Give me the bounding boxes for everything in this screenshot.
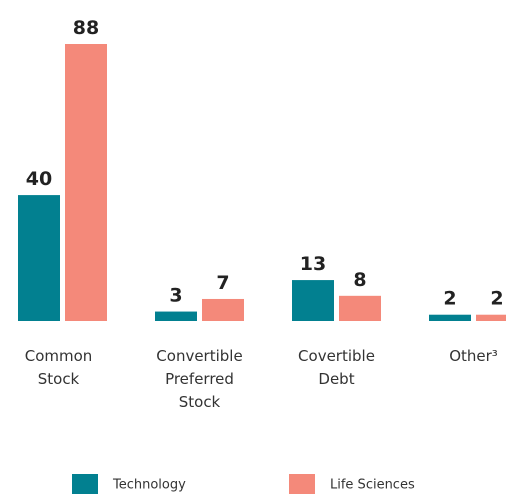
value-label: 7 (216, 272, 229, 294)
legend-label: Life Sciences (330, 478, 415, 493)
bar (65, 44, 107, 321)
legend-swatch (72, 474, 98, 494)
bar (429, 314, 471, 321)
bar (339, 295, 381, 321)
category-label: Convertible Preferred Stock (156, 347, 243, 411)
bar (155, 311, 197, 321)
legend-label: Technology (112, 478, 186, 493)
value-label: 2 (490, 288, 503, 310)
value-label: 13 (300, 253, 326, 275)
category-label: Common Stock (24, 347, 93, 388)
value-label: 40 (26, 168, 52, 190)
category-label: Covertible Debt (298, 347, 375, 388)
value-label: 2 (443, 288, 456, 310)
bar (18, 195, 60, 321)
bar (476, 314, 506, 321)
legend-swatch (289, 474, 315, 494)
value-label: 3 (169, 285, 182, 307)
category-label: Other³ (449, 347, 498, 365)
value-label: 8 (353, 269, 366, 291)
bar (292, 280, 334, 321)
value-label: 88 (73, 17, 99, 39)
bar (202, 298, 244, 321)
